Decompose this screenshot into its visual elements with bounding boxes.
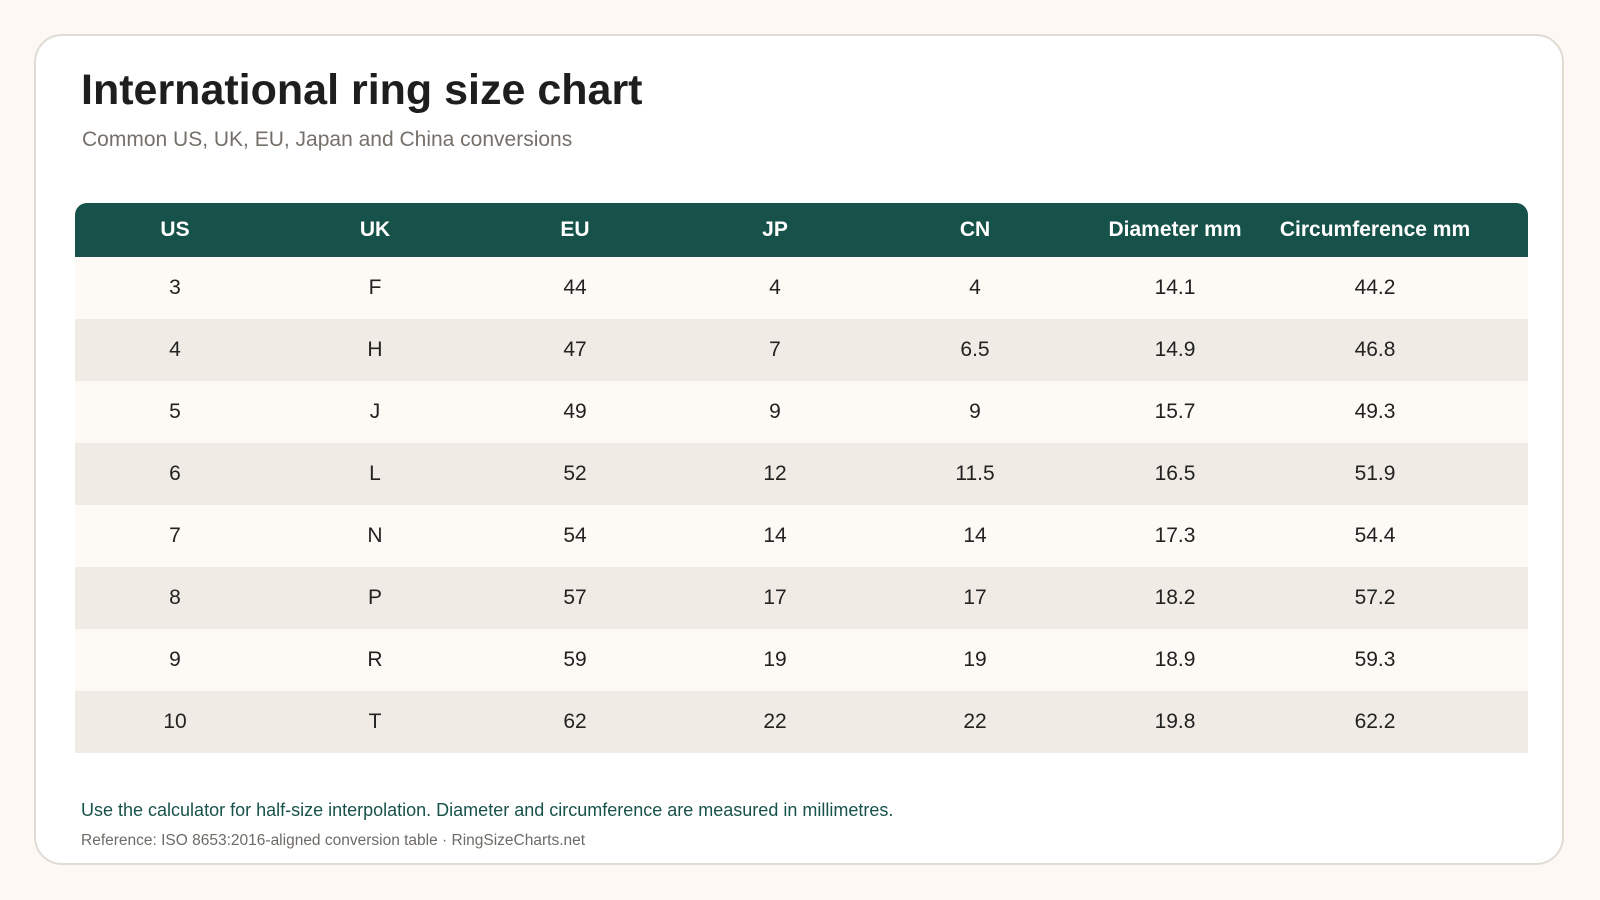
- cell-jp: 17: [763, 586, 787, 609]
- cell-cn: 4: [969, 276, 981, 299]
- cell-circumference: 51.9: [1354, 462, 1396, 485]
- cell-cn: 19: [963, 648, 987, 671]
- cell-us: 7: [169, 524, 181, 547]
- cell-diameter: 14.1: [1154, 276, 1196, 299]
- cell-diameter: 16.5: [1154, 462, 1196, 485]
- cell-eu: 62: [563, 710, 587, 733]
- table-header-row: US UK EU JP CN Diameter mm Circumference…: [75, 203, 1528, 257]
- cell-eu: 44: [563, 276, 587, 299]
- cell-cn: 9: [969, 400, 981, 423]
- page-subtitle: Common US, UK, EU, Japan and China conve…: [82, 128, 573, 151]
- cell-us: 10: [163, 710, 187, 733]
- table-row: 7 N 54 14 14 17.3 54.4: [75, 505, 1528, 567]
- cell-diameter: 14.9: [1154, 338, 1196, 361]
- cell-uk: P: [367, 586, 382, 609]
- table-row: 4 H 47 7 6.5 14.9 46.8: [75, 319, 1528, 381]
- footnote: Use the calculator for half-size interpo…: [81, 800, 894, 820]
- cell-diameter: 19.8: [1154, 710, 1196, 733]
- cell-us: 3: [169, 276, 181, 299]
- cell-jp: 9: [769, 400, 781, 423]
- column-header-jp: JP: [762, 218, 788, 241]
- cell-eu: 49: [563, 400, 587, 423]
- column-header-us: US: [160, 218, 190, 241]
- cell-circumference: 49.3: [1354, 400, 1396, 423]
- cell-jp: 4: [769, 276, 781, 299]
- cell-circumference: 44.2: [1354, 276, 1396, 299]
- table-row: 8 P 57 17 17 18.2 57.2: [75, 567, 1528, 629]
- cell-jp: 14: [763, 524, 787, 547]
- ring-size-card: International ring size chart Common US,…: [34, 34, 1564, 865]
- column-header-uk: UK: [359, 218, 391, 241]
- table-row: 10 T 62 22 22 19.8 62.2: [75, 691, 1528, 753]
- cell-diameter: 18.9: [1154, 648, 1196, 671]
- cell-uk: H: [367, 338, 383, 361]
- cell-jp: 12: [763, 462, 787, 485]
- cell-cn: 17: [963, 586, 987, 609]
- column-header-cn: CN: [959, 218, 991, 241]
- cell-uk: J: [369, 400, 381, 423]
- cell-us: 9: [169, 648, 181, 671]
- column-header-circumference: Circumference mm: [1279, 218, 1471, 241]
- cell-circumference: 57.2: [1354, 586, 1396, 609]
- table-row: 6 L 52 12 11.5 16.5 51.9: [75, 443, 1528, 505]
- cell-us: 4: [169, 338, 181, 361]
- ring-size-table: US UK EU JP CN Diameter mm Circumference…: [75, 203, 1528, 753]
- cell-diameter: 15.7: [1154, 400, 1196, 423]
- cell-jp: 22: [763, 710, 787, 733]
- cell-circumference: 46.8: [1354, 338, 1396, 361]
- cell-eu: 57: [563, 586, 587, 609]
- cell-cn: 6.5: [960, 338, 990, 361]
- table-row: 9 R 59 19 19 18.9 59.3: [75, 629, 1528, 691]
- cell-jp: 19: [763, 648, 787, 671]
- cell-us: 5: [169, 400, 181, 423]
- cell-us: 6: [169, 462, 181, 485]
- cell-us: 8: [169, 586, 181, 609]
- cell-circumference: 59.3: [1354, 648, 1396, 671]
- cell-uk: N: [367, 524, 383, 547]
- column-header-eu: EU: [560, 218, 590, 241]
- table-row: 3 F 44 4 4 14.1 44.2: [75, 257, 1528, 319]
- table-row: 5 J 49 9 9 15.7 49.3: [75, 381, 1528, 443]
- page-title: International ring size chart: [81, 66, 643, 114]
- cell-jp: 7: [769, 338, 781, 361]
- cell-eu: 52: [563, 462, 587, 485]
- column-header-diameter: Diameter mm: [1108, 218, 1242, 241]
- cell-eu: 59: [563, 648, 587, 671]
- cell-uk: T: [368, 710, 382, 733]
- reference-line: Reference: ISO 8653:2016-aligned convers…: [81, 832, 586, 849]
- cell-uk: L: [369, 462, 381, 485]
- cell-diameter: 17.3: [1154, 524, 1196, 547]
- cell-cn: 22: [963, 710, 987, 733]
- cell-diameter: 18.2: [1154, 586, 1196, 609]
- cell-eu: 47: [563, 338, 587, 361]
- cell-cn: 11.5: [955, 462, 995, 485]
- cell-uk: R: [367, 648, 383, 671]
- cell-eu: 54: [563, 524, 587, 547]
- cell-uk: F: [368, 276, 382, 299]
- cell-circumference: 62.2: [1354, 710, 1396, 733]
- cell-cn: 14: [963, 524, 987, 547]
- cell-circumference: 54.4: [1354, 524, 1396, 547]
